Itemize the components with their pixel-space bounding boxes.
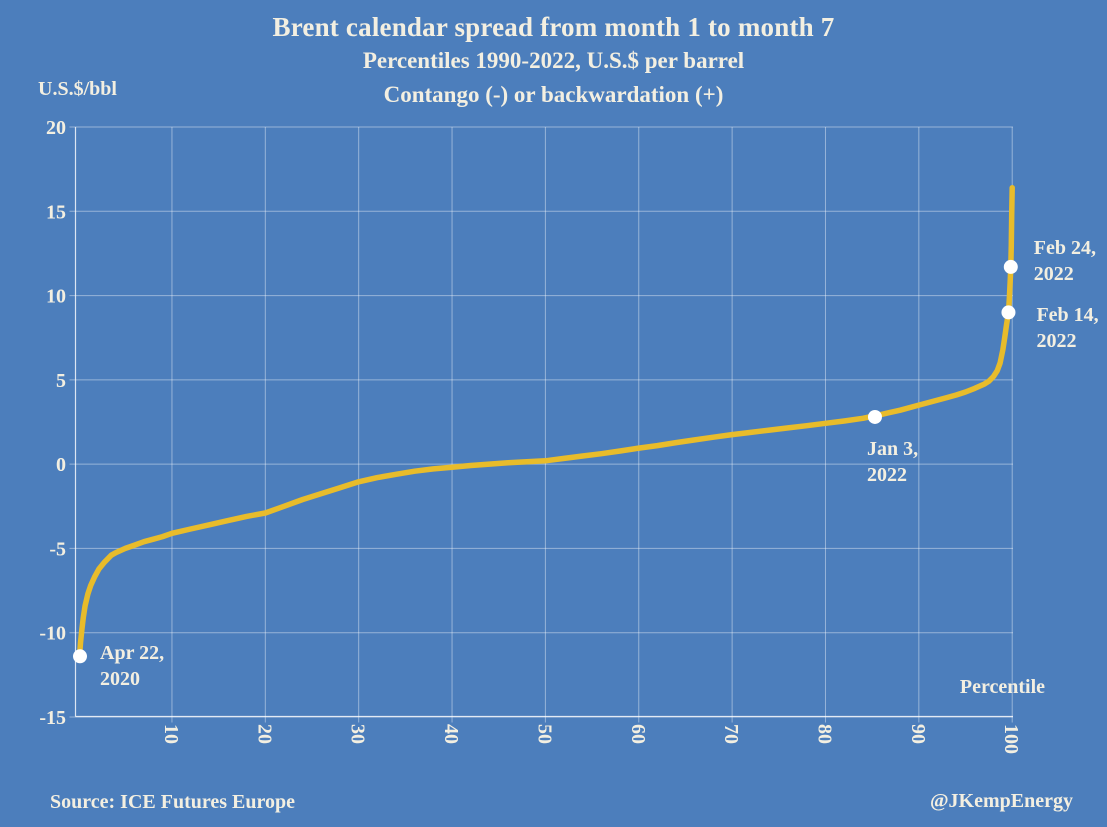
x-axis-title: Percentile [959, 676, 1045, 698]
data-point-marker [867, 409, 882, 424]
y-tick-label: -5 [49, 538, 66, 560]
annotation-label-line: 2022 [1033, 262, 1074, 285]
y-tick-label: -10 [39, 623, 66, 645]
x-tick-label: 60 [627, 724, 649, 744]
y-tick-label: 0 [56, 454, 66, 476]
x-tick-label: 80 [813, 724, 835, 744]
x-tick-label: 50 [533, 724, 555, 744]
annotation-label-line: Apr 22, [100, 642, 165, 665]
y-tick-label: 15 [46, 201, 66, 223]
chart-subtitle: Percentiles 1990-2022, U.S.$ per barrel [362, 48, 745, 73]
y-tick-label: -15 [39, 707, 66, 729]
annotation-label: Jan 3, 2022 [867, 436, 918, 488]
spread-percentile-curve [76, 184, 1015, 660]
x-tick-label: 30 [347, 724, 369, 744]
y-tick-label: 20 [46, 117, 66, 139]
y-tick-label: 10 [46, 286, 66, 308]
annotation-label-line: Jan 3, [866, 437, 919, 460]
x-tick-label: 40 [440, 724, 462, 744]
source-label: Source: ICE Futures Europe [50, 791, 296, 813]
annotation-label-line: 2020 [100, 668, 140, 691]
x-tick-label: 90 [907, 724, 929, 744]
annotation-label: Apr 22, 2020 [100, 640, 164, 692]
x-tick-label: 100 [1000, 724, 1022, 754]
x-tick-label: 20 [253, 724, 275, 744]
data-point-marker [73, 649, 88, 664]
data-point-marker [1001, 305, 1016, 320]
annotation-label: Feb 14, 2022 [1036, 302, 1098, 354]
annotation-label-line: 2022 [1036, 330, 1077, 353]
attribution-handle: @JKempEnergy [929, 790, 1073, 812]
y-tick-label: 5 [56, 370, 66, 392]
chart-title: Brent calendar spread from month 1 to mo… [272, 12, 835, 42]
data-point-marker [1003, 259, 1018, 274]
annotation-label: Feb 24, 2022 [1034, 235, 1096, 287]
annotation-label-line: Feb 14, [1036, 304, 1099, 327]
chart-subtitle-2: Contango (-) or backwardation (+) [383, 82, 724, 107]
y-axis-unit-label: U.S.$/bbl [38, 78, 117, 100]
annotation-label-line: 2022 [866, 463, 907, 486]
x-tick-label: 10 [160, 724, 182, 744]
annotation-label-line: Feb 24, [1033, 236, 1097, 259]
x-tick-label: 70 [720, 724, 742, 744]
